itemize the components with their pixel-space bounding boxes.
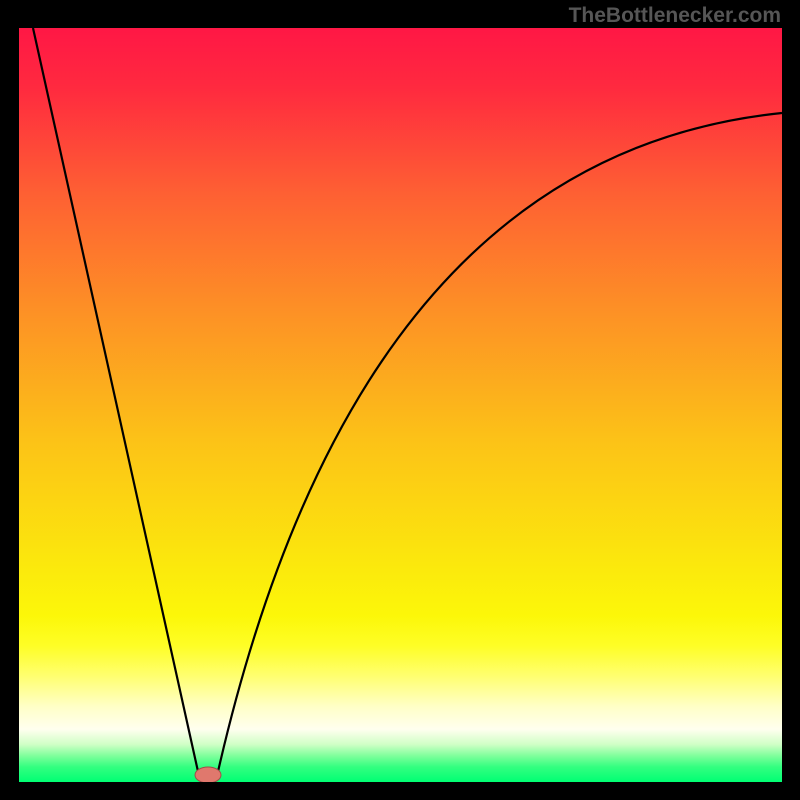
curve-layer xyxy=(19,28,782,782)
chart-container: TheBottlenecker.com xyxy=(0,0,800,800)
min-marker xyxy=(195,767,221,782)
plot-area xyxy=(19,28,782,782)
watermark-text: TheBottlenecker.com xyxy=(569,4,781,28)
curve-path xyxy=(33,28,782,776)
